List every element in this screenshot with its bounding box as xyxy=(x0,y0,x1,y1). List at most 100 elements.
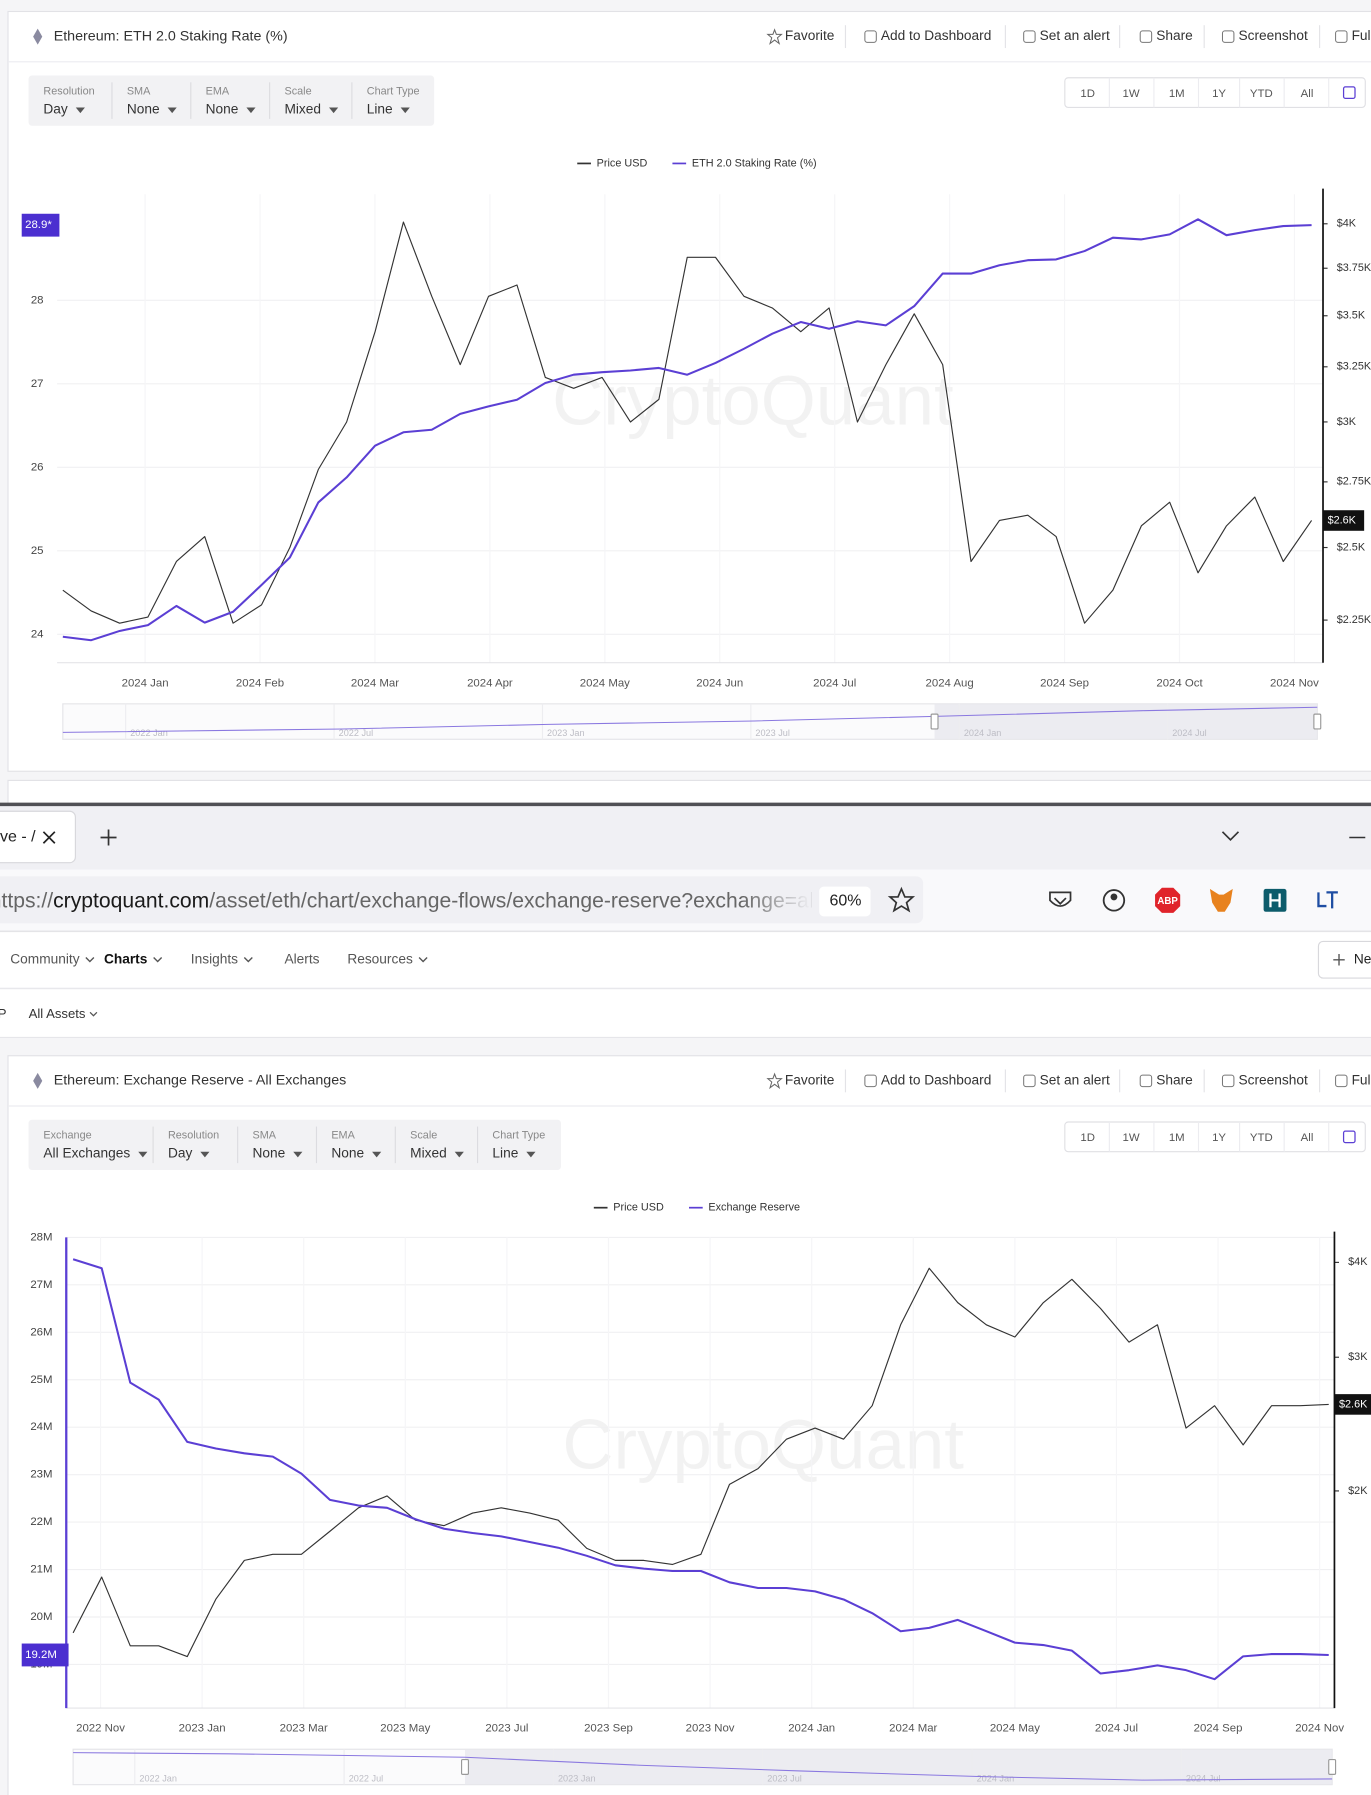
url-field[interactable] xyxy=(0,876,924,924)
range-button[interactable]: 1W xyxy=(1123,1132,1140,1144)
lt-icon[interactable] xyxy=(1317,891,1338,909)
control-value[interactable]: None xyxy=(127,101,160,116)
control-value[interactable]: Line xyxy=(492,1146,518,1161)
range-button[interactable]: YTD xyxy=(1250,1132,1273,1144)
control-value[interactable]: None xyxy=(331,1146,364,1161)
range-button[interactable]: 1Y xyxy=(1212,88,1226,100)
action-button[interactable]: Favorite xyxy=(785,28,835,43)
control-value[interactable]: Mixed xyxy=(410,1146,447,1161)
new-button-label[interactable]: Ne xyxy=(1354,951,1371,966)
navigator-handle[interactable] xyxy=(930,713,939,730)
range-button[interactable]: 1M xyxy=(1169,1132,1185,1144)
action-button[interactable]: Add to Dashboard xyxy=(881,1072,991,1087)
y2-tick-label: $4K xyxy=(1348,1256,1368,1268)
control-value[interactable]: Day xyxy=(43,101,68,116)
nav-item[interactable]: Resources xyxy=(347,951,413,966)
x-tick-label: 2024 Sep xyxy=(1194,1723,1243,1735)
nav-item[interactable]: Community xyxy=(10,951,79,966)
y2-tick-label: $2.5K xyxy=(1337,541,1366,553)
bookmark-star[interactable] xyxy=(887,886,916,913)
navigator-handle[interactable] xyxy=(1328,1758,1337,1775)
action-button[interactable]: Ful xyxy=(1352,1072,1371,1087)
nav-item[interactable]: Alerts xyxy=(284,951,319,966)
control-value[interactable]: Day xyxy=(168,1146,193,1161)
new-tab[interactable] xyxy=(100,829,117,846)
pocket-icon[interactable] xyxy=(1049,891,1072,907)
y2-tick-label: $3K xyxy=(1348,1351,1368,1363)
watermark: CryptoQuant xyxy=(552,361,954,440)
range-button[interactable]: YTD xyxy=(1250,88,1273,100)
url[interactable]: https://cryptoquant.com/asset/eth/chart/… xyxy=(0,889,818,912)
navigator-label: 2024 Jul xyxy=(1172,728,1207,738)
navigator-label: 2023 Jul xyxy=(755,728,790,738)
dropdown-caret xyxy=(200,1151,210,1158)
subnav-item[interactable]: P xyxy=(0,1006,7,1021)
tab-title[interactable]: ve - / xyxy=(0,829,36,846)
next-panel-edge xyxy=(7,779,1371,807)
action-icon xyxy=(864,30,877,43)
new-button[interactable] xyxy=(1317,940,1371,979)
zoom-level[interactable]: 60% xyxy=(829,893,861,910)
y2-tick-label: $3.5K xyxy=(1337,310,1366,322)
control-value[interactable]: Mixed xyxy=(284,101,321,116)
subnav-item[interactable]: All Assets xyxy=(29,1006,86,1021)
control-label: SMA xyxy=(127,85,151,97)
navigator-selection[interactable] xyxy=(934,703,1318,740)
y-tick-label: 23M xyxy=(30,1469,52,1481)
x-tick-label: 2024 Jan xyxy=(122,677,169,689)
calendar-icon xyxy=(1342,86,1356,99)
x-tick-label: 2024 Jul xyxy=(813,677,856,689)
range-button[interactable]: All xyxy=(1301,88,1314,100)
control-value[interactable]: All Exchanges xyxy=(43,1146,130,1161)
metamask-icon[interactable] xyxy=(1209,888,1233,912)
action-button[interactable]: Screenshot xyxy=(1238,28,1308,43)
control-value[interactable]: Line xyxy=(367,101,393,116)
dropdown-caret xyxy=(167,107,177,114)
action-button[interactable]: Share xyxy=(1156,1072,1193,1087)
action-icon xyxy=(1139,30,1153,43)
action-button[interactable]: Favorite xyxy=(785,1072,835,1087)
panel xyxy=(7,1055,1371,1795)
action-button[interactable]: Ful xyxy=(1352,28,1371,43)
action-button[interactable]: Add to Dashboard xyxy=(881,28,991,43)
y-tick-label: 27M xyxy=(30,1279,52,1291)
active-tab[interactable] xyxy=(0,810,76,864)
url-fade xyxy=(742,879,812,921)
control-value[interactable]: None xyxy=(252,1146,285,1161)
range-button[interactable]: 1D xyxy=(1080,1132,1095,1144)
control-value[interactable]: None xyxy=(206,101,239,116)
zoom-badge[interactable] xyxy=(819,886,871,917)
tab-list[interactable] xyxy=(1221,831,1240,842)
x-tick-label: 2024 May xyxy=(990,1723,1040,1735)
y2-tick-label: $3.75K xyxy=(1337,262,1371,274)
range-button[interactable]: All xyxy=(1301,1132,1314,1144)
nav-item[interactable]: Insights xyxy=(191,951,238,966)
action-button[interactable]: Set an alert xyxy=(1040,28,1110,43)
dropdown-caret xyxy=(454,1151,464,1158)
abp-icon[interactable] xyxy=(1155,887,1181,913)
range-button[interactable]: 1Y xyxy=(1212,1132,1226,1144)
navigator-handle[interactable] xyxy=(1313,713,1322,730)
range-bar xyxy=(1064,77,1366,109)
x-tick-label: 2024 Feb xyxy=(236,677,284,689)
range-button[interactable]: 1W xyxy=(1123,88,1140,100)
y-tick-label: 25M xyxy=(30,1374,52,1386)
range-button[interactable]: 1M xyxy=(1169,88,1185,100)
action-button[interactable]: Set an alert xyxy=(1040,1072,1110,1087)
nav-item[interactable]: Charts xyxy=(104,951,148,966)
action-button[interactable]: Screenshot xyxy=(1238,1072,1308,1087)
x-tick-label: 2024 Nov xyxy=(1270,677,1319,689)
navigator-selection[interactable] xyxy=(464,1749,1333,1785)
x-tick-label: 2024 May xyxy=(580,677,630,689)
navigator-handle[interactable] xyxy=(460,1758,469,1775)
x-tick-label: 2023 May xyxy=(380,1723,430,1735)
action-button[interactable]: Share xyxy=(1156,28,1193,43)
range-button[interactable]: 1D xyxy=(1080,88,1095,100)
x-tick-label: 2023 Jul xyxy=(485,1723,528,1735)
navigator-line xyxy=(62,706,1318,733)
tab-close[interactable] xyxy=(42,831,56,844)
star-icon xyxy=(766,1072,783,1090)
account-icon[interactable] xyxy=(1102,889,1126,912)
